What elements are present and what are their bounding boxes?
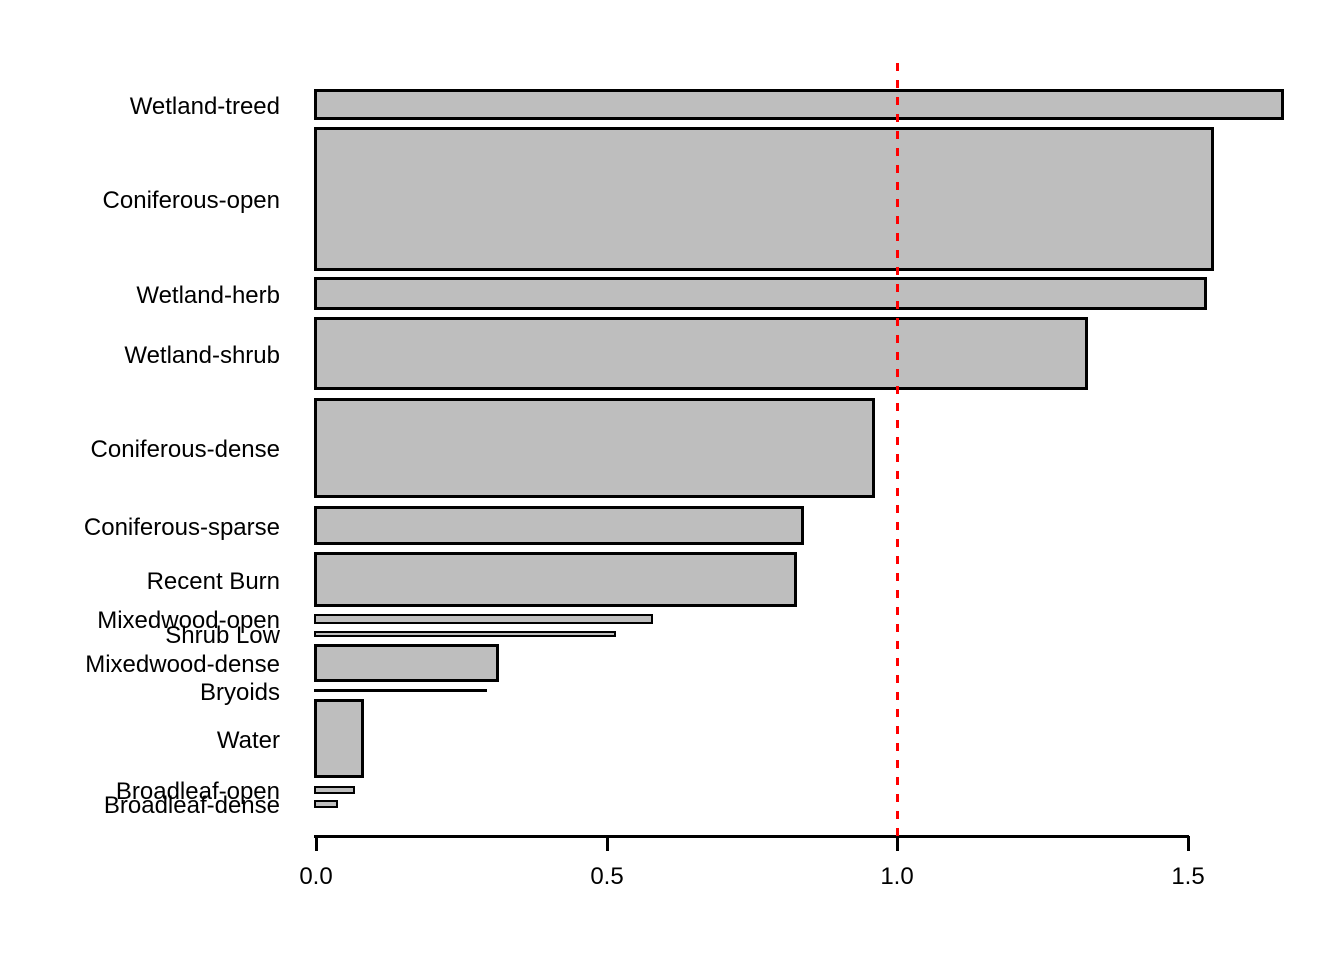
category-label-recent-burn: Recent Burn	[146, 567, 280, 595]
category-label-wetland-herb: Wetland-herb	[136, 281, 280, 309]
category-label-wetland-treed: Wetland-treed	[129, 92, 280, 120]
bar-coniferous-dense	[314, 398, 875, 498]
category-label-mixedwood-open: Mixedwood-open	[97, 607, 280, 634]
category-label-coniferous-open: Coniferous-open	[102, 187, 280, 214]
x-axis-line	[314, 835, 1189, 838]
category-label-water: Water	[216, 726, 280, 754]
category-label-broadleaf-dense: Broadleaf-dense	[103, 792, 280, 819]
bar-bryoids	[314, 689, 487, 692]
bar-broadleaf-dense	[314, 800, 338, 808]
bar-coniferous-sparse	[314, 506, 804, 545]
category-label-mixedwood-dense: Mixedwood-dense	[85, 651, 280, 678]
x-axis-tick-label: 0.0	[299, 863, 333, 890]
bar-shrub-low	[314, 631, 616, 637]
bar-mixedwood-open	[314, 614, 653, 624]
x-axis-tick-label: 0.5	[590, 863, 624, 890]
category-label-coniferous-sparse: Coniferous-sparse	[83, 513, 280, 541]
bar-recent-burn	[314, 552, 797, 607]
bar-coniferous-open	[314, 127, 1214, 271]
bar-water	[314, 699, 364, 778]
x-axis-tick-label: 1.5	[1171, 863, 1205, 890]
bar-wetland-herb	[314, 277, 1207, 310]
x-axis-tick	[315, 836, 318, 851]
x-axis-tick	[896, 836, 899, 851]
x-axis-tick	[606, 836, 609, 851]
bar-wetland-treed	[314, 89, 1284, 120]
category-label-bryoids: Bryoids	[199, 678, 280, 706]
category-label-broadleaf-open: Broadleaf-open	[115, 778, 280, 805]
category-label-wetland-shrub: Wetland-shrub	[124, 341, 280, 369]
category-label-shrub-low: Shrub Low	[165, 622, 280, 649]
bar-broadleaf-open	[314, 786, 355, 794]
x-axis-tick-label: 1.0	[880, 863, 914, 890]
bar-mixedwood-dense	[314, 644, 499, 682]
category-label-coniferous-dense: Coniferous-dense	[90, 436, 280, 463]
reference-line	[896, 63, 899, 836]
x-axis-tick	[1187, 836, 1190, 851]
bar-wetland-shrub	[314, 317, 1088, 390]
